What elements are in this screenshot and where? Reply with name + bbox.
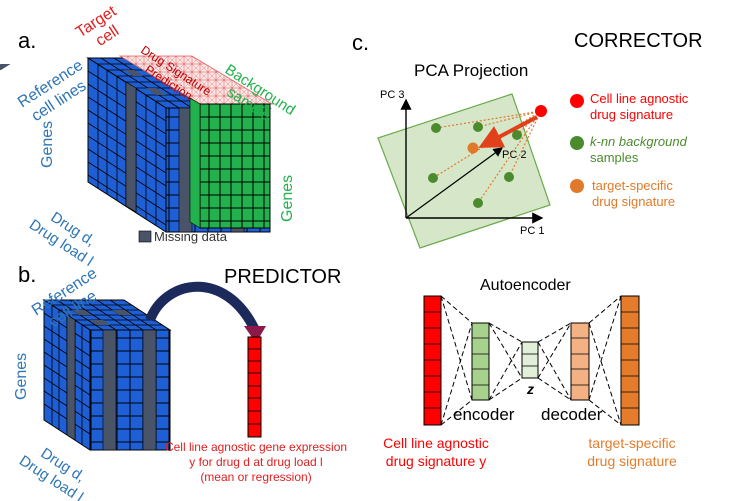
predictor-output-vector <box>247 336 262 438</box>
cube-b-top-missing-2 <box>112 310 132 315</box>
knn-point <box>428 173 438 183</box>
label-genes-right: Genes <box>279 175 296 222</box>
panel-b-letter: b. <box>18 262 36 287</box>
predictor-title: PREDICTOR <box>224 266 341 288</box>
output-description-line-3: (mean or regression) <box>200 470 311 484</box>
ae-output-label-line-2: drug signature <box>587 453 677 469</box>
cube-b-top-missing-3 <box>90 320 110 325</box>
agnostic-signature-point <box>535 105 547 117</box>
label-target-cell: Target cell <box>73 3 122 50</box>
legend-marker-target <box>570 179 584 193</box>
label-drug-load-b: Drug d, Drug load l <box>16 445 88 501</box>
cube-a-left-missing-column <box>125 81 137 213</box>
legend-marker-agnostic <box>570 94 584 108</box>
panel-c: c. CORRECTOR PCA Projection PC 3 PC 1 PC… <box>352 30 703 469</box>
ae-input-label-line-1: Cell line agnostic <box>383 435 489 451</box>
output-description-line-1: Cell line agnostic gene expression <box>165 440 347 454</box>
output-description-line-2: y for drug d at drug load l <box>189 455 322 469</box>
legend-agnostic-line-2: drug signature <box>590 107 673 122</box>
cube-b-front-face <box>89 329 171 451</box>
background-sample-block <box>199 103 271 229</box>
cube-a-top-missing-1 <box>0 64 11 70</box>
legend-target-line-2: drug signature <box>592 194 675 209</box>
label-genes-b: Genes <box>13 353 30 400</box>
panel-a: a. <box>0 3 298 270</box>
target-signature-point <box>467 142 479 154</box>
predictor-arrow-head <box>244 326 266 343</box>
background-sample-side <box>189 97 201 229</box>
pc3-label: PC 3 <box>380 89 404 101</box>
pca-title: PCA Projection <box>414 61 528 80</box>
missing-data-swatch <box>138 230 152 243</box>
knn-point <box>504 172 514 182</box>
legend-missing-data: Missing data <box>154 229 228 244</box>
label-genes-left: Genes <box>39 121 56 168</box>
corrector-title: CORRECTOR <box>574 30 703 52</box>
label-drug-load-a: Drug d, Drug load l <box>26 209 98 270</box>
cube-b-top-missing-1 <box>72 310 92 315</box>
cube-b-front-missing-column-1 <box>102 329 117 451</box>
predictor-curved-arrow <box>145 281 260 333</box>
knn-point <box>512 130 522 140</box>
autoencoder-connections <box>440 295 622 426</box>
ae-output-label-line-1: target-specific <box>588 435 675 451</box>
cube-a-top-missing-4 <box>146 88 166 95</box>
legend-target-line-1: target-specific <box>592 178 673 193</box>
knn-point <box>473 198 483 208</box>
panel-b: b. PREDICTOR <box>13 262 347 501</box>
autoencoder-title: Autoencoder <box>480 277 571 294</box>
encoder-label: encoder <box>453 405 515 424</box>
knn-point <box>473 122 483 132</box>
legend-marker-knn <box>570 136 584 150</box>
latent-z-label: z <box>526 381 534 397</box>
knn-point <box>431 123 441 133</box>
decoder-label: decoder <box>541 405 603 424</box>
latent-layer <box>521 341 539 379</box>
panel-a-letter: a. <box>18 28 36 53</box>
autoencoder-input-vector <box>423 295 442 426</box>
correction-arrow <box>478 115 538 148</box>
pc2-label: PC 2 <box>502 149 526 161</box>
legend-agnostic-line-1: Cell line agnostic <box>590 91 689 106</box>
panel-c-letter: c. <box>352 30 369 55</box>
encoder-layer <box>471 322 490 401</box>
pc1-label: PC 1 <box>520 225 544 237</box>
decoder-layer <box>570 322 590 401</box>
cube-a-top-missing-2 <box>124 70 143 76</box>
cube-b-front-missing-column-2 <box>142 329 157 451</box>
legend-knn-line-2: samples <box>590 150 639 165</box>
legend-knn-line-1: k-nn background <box>590 134 688 149</box>
ae-input-label-line-2: drug signature y <box>386 453 486 469</box>
drug-signature-prediction-slab <box>118 55 274 105</box>
label-reference-cell-lines: Reference cell lines <box>15 57 89 125</box>
pc2-axis <box>405 147 503 219</box>
cube-b-left-missing-column <box>66 314 76 441</box>
autoencoder-output-vector <box>620 295 640 426</box>
pca-legend: Cell line agnostic drug signature k-nn b… <box>570 91 689 209</box>
